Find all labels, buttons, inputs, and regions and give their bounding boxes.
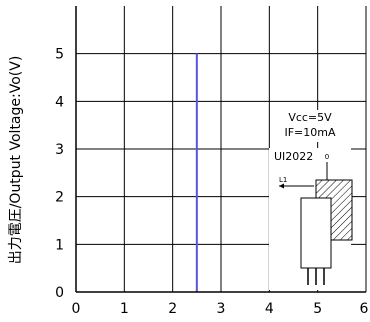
y-axis-label: 出力電圧/Output Voltage:Vo(V) — [8, 56, 24, 265]
y-tick-label-0: 0 — [55, 285, 64, 301]
condition-vcc: Vcc=5V — [288, 111, 332, 124]
axes — [75, 6, 366, 293]
y-tick-label-5: 5 — [55, 47, 64, 63]
x-tick-label-6: 6 — [360, 301, 369, 317]
x-tick-label-5: 5 — [313, 301, 322, 317]
distance-label: L1 — [279, 176, 287, 184]
x-tick-label-1: 1 — [120, 301, 129, 317]
x-tick-label-4: 4 — [265, 301, 274, 317]
y-tick-label-2: 2 — [55, 190, 64, 206]
device-diagram: UI2022 0 L1 — [269, 148, 353, 290]
sensor-body — [300, 197, 332, 269]
y-tick-label-3: 3 — [55, 142, 64, 158]
x-tick-label-3: 3 — [217, 301, 226, 317]
y-tick-label-4: 4 — [55, 94, 64, 110]
tick-labels: 0 1 2 3 4 5 6 0 1 2 3 4 5 — [55, 47, 368, 317]
x-tick-label-0: 0 — [72, 301, 81, 317]
condition-if: IF=10mA — [284, 126, 336, 139]
device-label: UI2022 — [274, 150, 313, 163]
y-tick-label-1: 1 — [55, 237, 64, 253]
origin-label: 0 — [325, 153, 329, 161]
conditions-box-bg — [272, 110, 350, 142]
x-tick-label-2: 2 — [168, 301, 177, 317]
